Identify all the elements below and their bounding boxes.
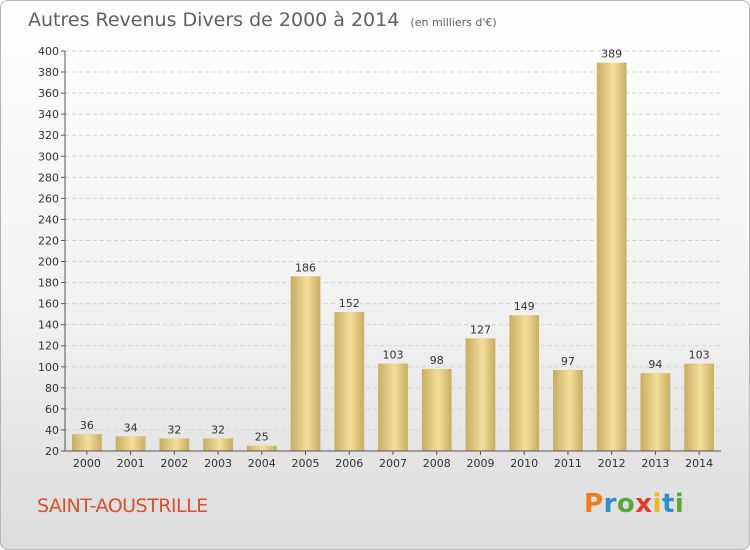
logo-letter: x [635,489,653,519]
bar[interactable] [290,276,321,451]
x-tick-label: 2006 [335,457,363,470]
x-tick-label: 2012 [598,457,626,470]
bar-value-label: 25 [255,431,269,444]
title-row: Autres Revenus Divers de 2000 à 2014 (en… [28,9,497,31]
bar-value-label: 149 [514,300,535,313]
y-tick-label: 20 [45,445,59,458]
bar[interactable] [159,438,190,451]
y-tick-label: 280 [38,171,59,184]
bar[interactable] [684,363,715,451]
y-tick-label: 300 [38,150,59,163]
bar[interactable] [71,434,102,451]
bar-value-label: 127 [470,323,491,336]
bar-value-label: 34 [124,421,138,434]
y-tick-label: 160 [38,298,59,311]
bar[interactable] [640,373,671,451]
bar[interactable] [246,445,277,451]
y-tick-label: 240 [38,213,59,226]
bar[interactable] [203,438,233,451]
bar-value-label: 36 [80,419,94,432]
bar-value-label: 186 [295,261,316,274]
x-tick-label: 2007 [379,457,407,470]
y-tick-label: 360 [38,87,59,100]
logo-letter: t [661,489,675,519]
x-tick-label: 2000 [73,457,101,470]
x-tick-label: 2008 [423,457,451,470]
bar-value-label: 32 [211,423,225,436]
y-tick-label: 260 [38,192,59,205]
x-tick-label: 2013 [641,457,669,470]
x-tick-label: 2005 [292,457,320,470]
y-tick-label: 180 [38,277,59,290]
logo-letter: i [652,489,662,519]
x-tick-label: 2009 [466,457,494,470]
bar-value-label: 103 [689,349,710,362]
y-tick-label: 120 [38,340,59,353]
bar-value-label: 389 [601,48,622,61]
x-tick-label: 2011 [554,457,582,470]
bar-value-label: 103 [383,349,404,362]
x-tick-label: 2010 [510,457,538,470]
bar-value-label: 94 [648,358,662,371]
y-tick-label: 380 [38,66,59,79]
bar-layer [71,62,715,451]
bar[interactable] [509,315,540,451]
bar-value-label: 152 [339,297,360,310]
logo-letter: o [616,489,636,519]
proxiti-logo[interactable]: Proxiti [584,489,684,519]
x-tick-label: 2014 [685,457,713,470]
y-tick-label: 100 [38,361,59,374]
bar[interactable] [596,62,627,451]
y-tick-label: 400 [38,45,59,58]
logo-letter: r [603,489,617,519]
x-tick-label: 2001 [117,457,145,470]
bar[interactable] [421,368,452,451]
bar[interactable] [465,338,496,451]
logo-letter: P [584,489,604,519]
logo-letter: i [674,489,685,519]
bar[interactable] [378,363,408,451]
y-tick-label: 220 [38,234,59,247]
y-tick-label: 80 [45,382,59,395]
x-tick-label: 2002 [160,457,188,470]
axis-layer: 20 40 60 80 100 120 140 160 180 200 220 240 260 280 30… [38,45,721,470]
bar[interactable] [553,369,583,451]
y-tick-label: 340 [38,108,59,121]
chart-subtitle: (en milliers d'€) [410,16,497,29]
y-tick-label: 140 [38,319,59,332]
bar[interactable] [334,312,365,451]
x-tick-label: 2003 [204,457,232,470]
bar[interactable] [115,436,146,451]
y-tick-label: 200 [38,256,59,269]
chart-title: Autres Revenus Divers de 2000 à 2014 [28,9,400,31]
commune-name: SAINT-AOUSTRILLE [37,495,208,517]
x-tick-label: 2004 [248,457,276,470]
bar-value-label: 97 [561,355,575,368]
y-tick-label: 320 [38,129,59,142]
y-tick-label: 60 [45,403,59,416]
y-tick-label: 40 [45,424,59,437]
bar-value-label: 32 [167,423,181,436]
label-layer: 36 34 32 32 25 186 152 103 98 127 149 97 389 94 103 [80,48,710,444]
bar-value-label: 98 [430,354,444,367]
